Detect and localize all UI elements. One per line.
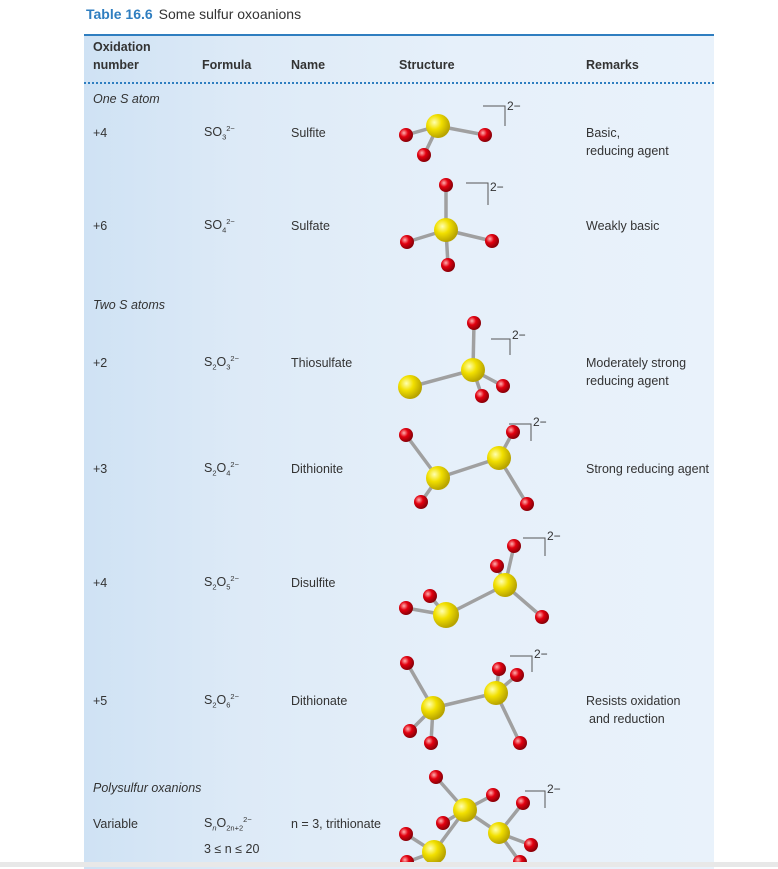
sulfur-atom <box>493 573 517 597</box>
sulfur-atom <box>426 114 450 138</box>
header-remarks: Remarks <box>586 58 639 72</box>
sulfur-atom <box>426 466 450 490</box>
section-two-s-atoms: Two S atoms <box>93 298 166 312</box>
header-divider <box>84 82 714 84</box>
sulfur-atom <box>453 798 477 822</box>
oxygen-atom <box>485 234 499 248</box>
oxygen-atom <box>492 662 506 676</box>
oxygen-atom <box>423 589 437 603</box>
formula-dithionate: S2O62− <box>204 692 239 710</box>
name-polysulfur: n = 3, trithionate <box>291 817 381 831</box>
sulfur-atom <box>398 375 422 399</box>
remarks-dithionate: Resists oxidation and reduction <box>586 694 681 726</box>
ox-disulfite: +4 <box>93 576 108 590</box>
name-disulfite: Disulfite <box>291 576 336 590</box>
oxygen-atom <box>400 235 414 249</box>
section-polysulfur: Polysulfur oxanions <box>93 781 202 795</box>
table-caption: Some sulfur oxoanions <box>158 6 302 22</box>
oxygen-atom <box>399 428 413 442</box>
oxygen-atom <box>467 316 481 330</box>
oxygen-atom <box>429 770 443 784</box>
page-bottom-edge <box>0 862 778 867</box>
sulfur-atom <box>461 358 485 382</box>
sulfur-atom <box>422 840 446 864</box>
oxygen-atom <box>507 539 521 553</box>
section-one-s-atom: One S atom <box>93 92 160 106</box>
oxygen-atom <box>486 788 500 802</box>
ox-polysulfur: Variable <box>93 817 138 831</box>
remarks-sulfate: Weakly basic <box>586 219 660 233</box>
header-oxidation: Oxidation number <box>93 38 151 74</box>
charge-dithionite: 2− <box>533 415 547 429</box>
oxygen-atom <box>399 601 413 615</box>
oxygen-atom <box>414 495 428 509</box>
oxygen-atom <box>424 736 438 750</box>
header-formula: Formula <box>202 58 252 72</box>
remarks-sulfite: Basic, reducing agent <box>586 126 669 158</box>
oxygen-atom <box>400 656 414 670</box>
sulfur-atom <box>421 696 445 720</box>
table-title: Table 16.6 Some sulfur oxoanions <box>86 6 301 22</box>
name-sulfate: Sulfate <box>291 219 330 233</box>
oxygen-atom <box>520 497 534 511</box>
name-dithionate: Dithionate <box>291 694 348 708</box>
oxygen-atom <box>506 425 520 439</box>
sulfur-atom <box>484 681 508 705</box>
charge-sulfite: 2− <box>507 99 521 113</box>
oxygen-atom <box>496 379 510 393</box>
ox-dithionate: +5 <box>93 694 108 708</box>
sulfur-atom <box>434 218 458 242</box>
table-panel <box>84 34 714 869</box>
oxygen-atom <box>439 178 453 192</box>
name-dithionite: Dithionite <box>291 462 344 476</box>
sulfur-atom <box>433 602 459 628</box>
oxygen-atom <box>436 816 450 830</box>
header-structure: Structure <box>399 58 455 72</box>
formula-sulfate: SO42− <box>204 217 235 235</box>
oxygen-atom <box>417 148 431 162</box>
sulfur-atom <box>488 822 510 844</box>
header-oxidation-line2: number <box>93 58 139 72</box>
oxygen-atom <box>399 128 413 142</box>
ox-sulfite: +4 <box>93 126 108 140</box>
oxygen-atom <box>399 827 413 841</box>
table-number: Table 16.6 <box>86 6 153 22</box>
oxygen-atom <box>441 258 455 272</box>
oxygen-atom <box>524 838 538 852</box>
oxygen-atom <box>510 668 524 682</box>
oxygen-atom <box>513 736 527 750</box>
ox-thiosulfate: +2 <box>93 356 108 370</box>
remarks-thiosulfate: Moderately strong reducing agent <box>586 356 687 388</box>
charge-thiosulfate: 2− <box>512 328 526 342</box>
header-oxidation-line1: Oxidation <box>93 40 151 54</box>
charge-dithionate: 2− <box>534 647 548 661</box>
name-thiosulfate: Thiosulfate <box>291 356 353 370</box>
formula-disulfite: S2O52− <box>204 574 239 592</box>
oxygen-atom <box>490 559 504 573</box>
oxygen-atom <box>475 389 489 403</box>
remarks-dithionite: Strong reducing agent <box>586 462 710 476</box>
formula-dithionite: S2O42− <box>204 460 239 478</box>
sulfur-atom <box>487 446 511 470</box>
formula-polysulfur: SnO2n+22− <box>204 815 252 833</box>
header-name: Name <box>291 58 326 72</box>
name-sulfite: Sulfite <box>291 126 326 140</box>
formula-sulfite: SO32− <box>204 124 235 142</box>
ox-dithionite: +3 <box>93 462 108 476</box>
charge-trithionate: 2− <box>547 782 561 796</box>
charge-disulfite: 2− <box>547 529 561 543</box>
charge-sulfate: 2− <box>490 180 504 194</box>
ox-sulfate: +6 <box>93 219 108 233</box>
oxygen-atom <box>403 724 417 738</box>
polysulfur-range: 3 ≤ n ≤ 20 <box>204 842 260 856</box>
oxygen-atom <box>516 796 530 810</box>
oxygen-atom <box>478 128 492 142</box>
formula-thiosulfate: S2O32− <box>204 354 239 372</box>
oxygen-atom <box>535 610 549 624</box>
